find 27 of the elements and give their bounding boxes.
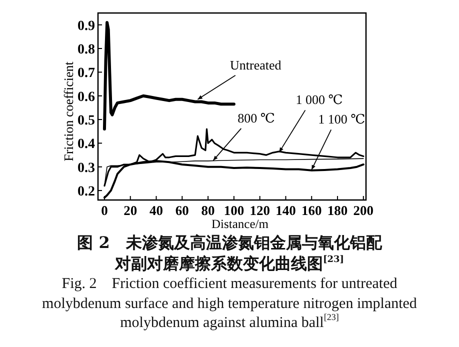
y-tick-label: 0.6: [78, 90, 95, 105]
caption: Fig. 2 Friction coefficient measurements for untreated molybdenum surface and high temperature nitrogen implanted molybdenum against alumina ball$^{[23]}$: [41, 275, 418, 333]
x-tick-label: 0: [101, 203, 108, 218]
y-tick-label: 0.7: [78, 66, 95, 82]
x-tick-label: 60: [175, 203, 190, 218]
annotation: 1 000 ℃: [296, 92, 343, 108]
y-tick-label: 0.9: [78, 18, 95, 34]
x-tick-label: 180: [327, 203, 348, 218]
x-tick-label: 140: [276, 203, 296, 218]
x-tick-label: 100: [224, 203, 244, 218]
annotation: Untreated: [230, 57, 282, 72]
x-tick-label: 40: [150, 203, 164, 218]
x-tick-label: 160: [302, 203, 322, 218]
x-tick-label: 120: [250, 203, 270, 218]
x-tick-label: 20: [124, 203, 138, 218]
annotation: 800 ℃: [238, 110, 275, 126]
y-axis-title: Friction coefficient: [61, 61, 76, 162]
annotation: 1 100 ℃: [318, 112, 366, 127]
x-axis-title: Distance/m: [212, 217, 269, 231]
y-tick-label: 0.8: [78, 42, 95, 58]
x-tick-label: 80: [201, 203, 216, 218]
y-tick-label: 0.2: [78, 184, 95, 200]
x-tick-label: 200: [353, 203, 374, 218]
y-tick-label: 0.4: [78, 137, 95, 152]
y-tick-label: 0.5: [78, 114, 95, 129]
caption: 图 2 未渗氮及高温渗氮钼金属与氧化铝配对副对磨摩擦系数变化曲线图$^{[23]}$: [76, 232, 384, 274]
y-tick-label: 0.3: [78, 160, 95, 176]
